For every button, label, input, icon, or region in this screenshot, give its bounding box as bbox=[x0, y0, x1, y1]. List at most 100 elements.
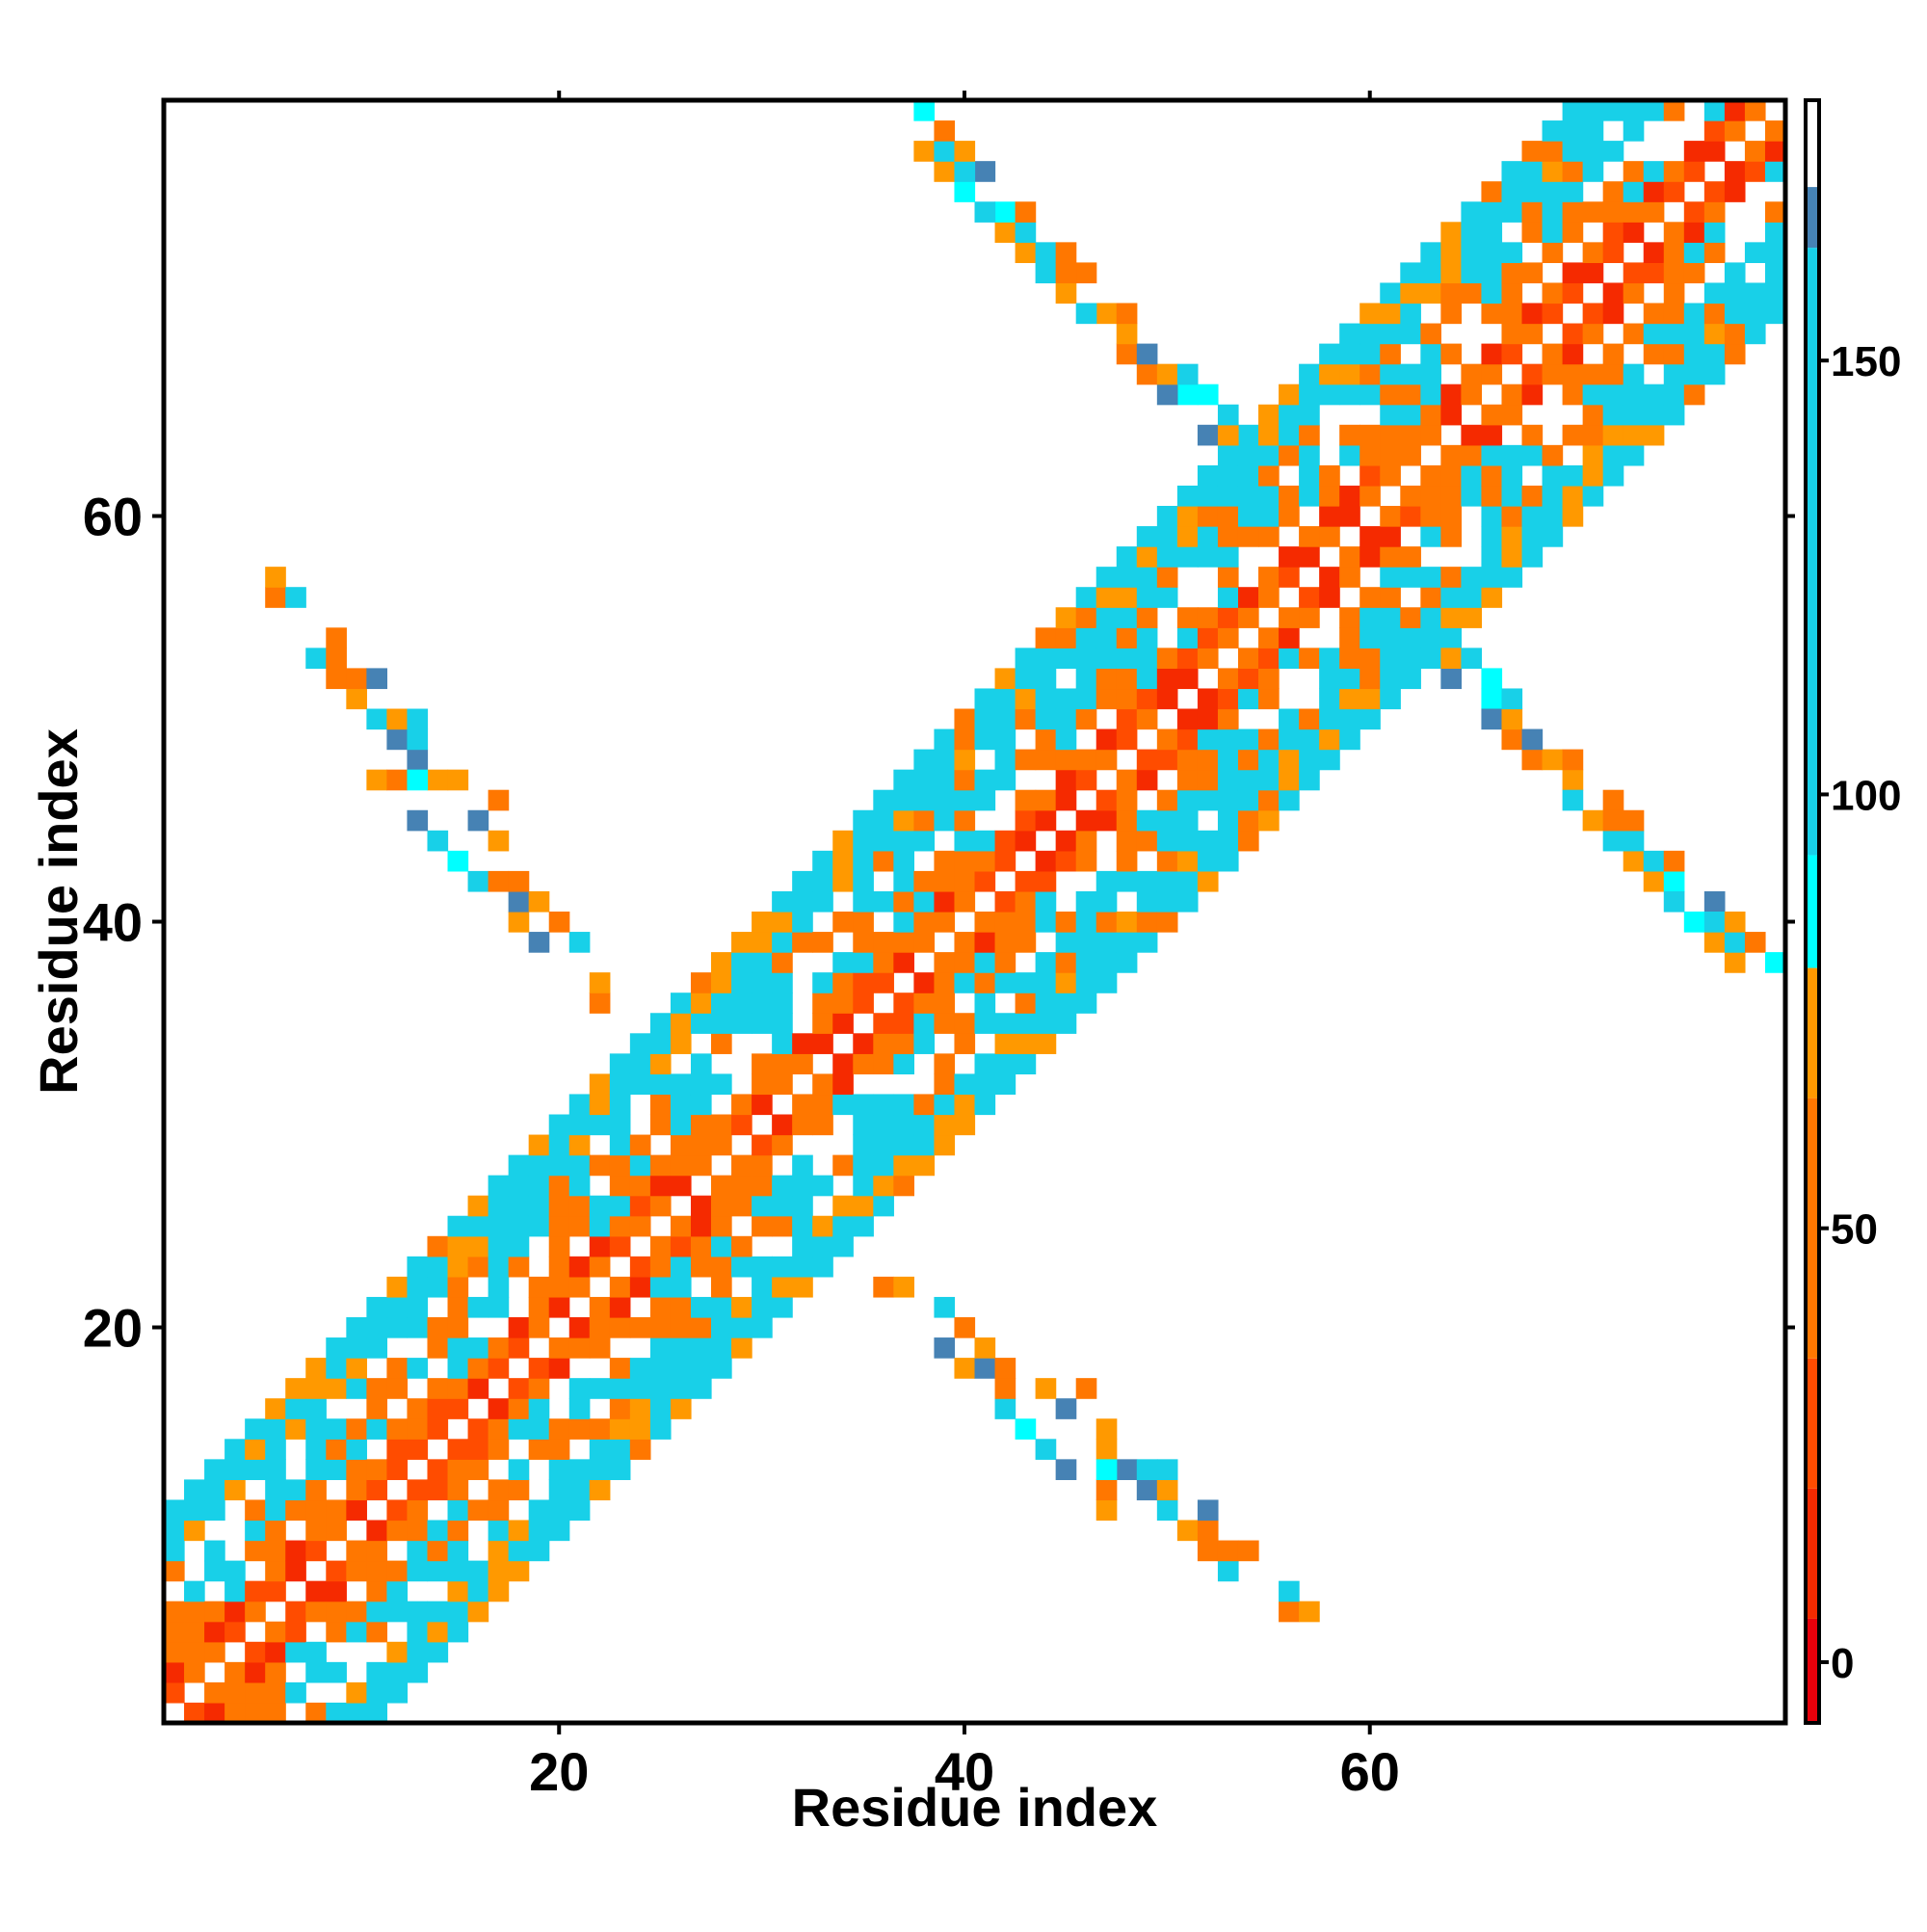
heatmap-cell bbox=[1258, 424, 1280, 446]
heatmap-cell bbox=[994, 222, 1016, 243]
heatmap-cell bbox=[670, 1317, 692, 1338]
heatmap-cell bbox=[1075, 1378, 1097, 1399]
heatmap-cell bbox=[427, 1337, 449, 1359]
heatmap-cell bbox=[974, 161, 996, 182]
heatmap-cell bbox=[1481, 526, 1503, 547]
heatmap-cell bbox=[386, 1520, 409, 1542]
heatmap-cell bbox=[752, 1053, 773, 1074]
heatmap-cell bbox=[1136, 809, 1158, 832]
heatmap-cell bbox=[326, 627, 347, 648]
heatmap-cell bbox=[1176, 363, 1199, 385]
heatmap-cell bbox=[1623, 404, 1645, 426]
heatmap-cell bbox=[508, 1175, 530, 1197]
heatmap-cell bbox=[1015, 242, 1037, 263]
heatmap-cell bbox=[1380, 464, 1401, 487]
heatmap-cell bbox=[1623, 424, 1645, 446]
heatmap-cell bbox=[1035, 850, 1057, 872]
heatmap-cell bbox=[285, 1479, 306, 1501]
heatmap-cell bbox=[1075, 830, 1097, 852]
heatmap-cell bbox=[548, 1175, 570, 1197]
heatmap-cell bbox=[1237, 668, 1259, 690]
colorbar-segment bbox=[1806, 967, 1819, 1098]
heatmap-cell bbox=[386, 1317, 409, 1338]
heatmap-cell bbox=[649, 1073, 672, 1096]
heatmap-cell bbox=[994, 850, 1016, 872]
heatmap-cell bbox=[1217, 769, 1239, 791]
heatmap-cell bbox=[1015, 830, 1037, 852]
heatmap-cell bbox=[1015, 870, 1037, 892]
heatmap-cell bbox=[1279, 1580, 1300, 1602]
heatmap-cell bbox=[1197, 546, 1219, 568]
heatmap-cell bbox=[1542, 303, 1564, 325]
heatmap-cell bbox=[711, 1114, 732, 1136]
heatmap-cell bbox=[690, 1215, 712, 1237]
heatmap-cell bbox=[1521, 424, 1544, 446]
heatmap-cell bbox=[427, 1378, 449, 1399]
heatmap-cell bbox=[548, 1154, 570, 1177]
heatmap-cell bbox=[1095, 567, 1118, 588]
heatmap-cell bbox=[1400, 444, 1421, 466]
heatmap-cell bbox=[1764, 222, 1786, 243]
heatmap-cell bbox=[1400, 607, 1421, 628]
heatmap-cell bbox=[508, 1154, 530, 1177]
heatmap-cell bbox=[954, 1358, 976, 1379]
heatmap-cell bbox=[427, 1256, 449, 1278]
heatmap-cell bbox=[1095, 688, 1118, 710]
heatmap-cell bbox=[670, 1013, 692, 1034]
heatmap-cell bbox=[1440, 607, 1462, 628]
heatmap-cell bbox=[346, 1479, 367, 1501]
heatmap-cell bbox=[427, 1398, 449, 1419]
heatmap-cell bbox=[1258, 485, 1280, 507]
heatmap-cell bbox=[1319, 384, 1340, 406]
heatmap-cell bbox=[1035, 708, 1057, 730]
heatmap-cell bbox=[1197, 708, 1219, 730]
heatmap-cell bbox=[1683, 384, 1705, 406]
heatmap-cell bbox=[447, 1560, 469, 1582]
heatmap-cell bbox=[386, 1459, 409, 1480]
heatmap-cell bbox=[346, 1439, 367, 1460]
heatmap-cell bbox=[528, 1215, 550, 1237]
heatmap-cell bbox=[1461, 242, 1483, 263]
heatmap-cell bbox=[528, 1418, 550, 1440]
heatmap-cell bbox=[1582, 242, 1604, 263]
heatmap-cell bbox=[1279, 567, 1300, 588]
heatmap-cell bbox=[1521, 181, 1544, 202]
heatmap-cell bbox=[711, 1175, 732, 1197]
heatmap-cell bbox=[548, 1256, 570, 1278]
heatmap-cell bbox=[792, 1033, 813, 1054]
heatmap-cell bbox=[1703, 343, 1726, 365]
heatmap-cell bbox=[812, 1013, 833, 1034]
heatmap-cell bbox=[1035, 688, 1057, 710]
heatmap-cell bbox=[1400, 546, 1421, 568]
heatmap-cell bbox=[407, 749, 429, 771]
heatmap-cell bbox=[1319, 567, 1340, 588]
heatmap-cell bbox=[752, 1256, 773, 1278]
heatmap-cell bbox=[1380, 363, 1401, 385]
heatmap-cell bbox=[326, 1560, 347, 1582]
heatmap-cell bbox=[772, 1215, 793, 1237]
heatmap-cell bbox=[670, 992, 692, 1014]
heatmap-cell bbox=[326, 1418, 347, 1440]
heatmap-cell bbox=[346, 1681, 367, 1704]
heatmap-cell bbox=[913, 972, 936, 993]
heatmap-cell bbox=[1643, 303, 1665, 325]
heatmap-cell bbox=[629, 1073, 651, 1096]
heatmap-cell bbox=[1136, 1479, 1158, 1501]
heatmap-cell bbox=[1623, 363, 1645, 385]
heatmap-cell bbox=[1602, 181, 1624, 202]
heatmap-cell bbox=[305, 1479, 327, 1501]
heatmap-cell bbox=[609, 1358, 631, 1379]
heatmap-cell bbox=[1176, 890, 1199, 913]
heatmap-cell bbox=[609, 1195, 631, 1217]
heatmap-cell bbox=[1359, 587, 1381, 608]
heatmap-cell bbox=[832, 1235, 854, 1257]
heatmap-cell bbox=[1136, 688, 1158, 710]
heatmap-cell bbox=[1075, 668, 1097, 690]
heatmap-cell bbox=[1319, 464, 1340, 487]
heatmap-cell bbox=[1380, 648, 1401, 669]
heatmap-cell bbox=[873, 972, 894, 993]
heatmap-cell bbox=[1116, 303, 1138, 325]
heatmap-cell bbox=[265, 1580, 286, 1602]
heatmap-cell bbox=[954, 749, 976, 771]
